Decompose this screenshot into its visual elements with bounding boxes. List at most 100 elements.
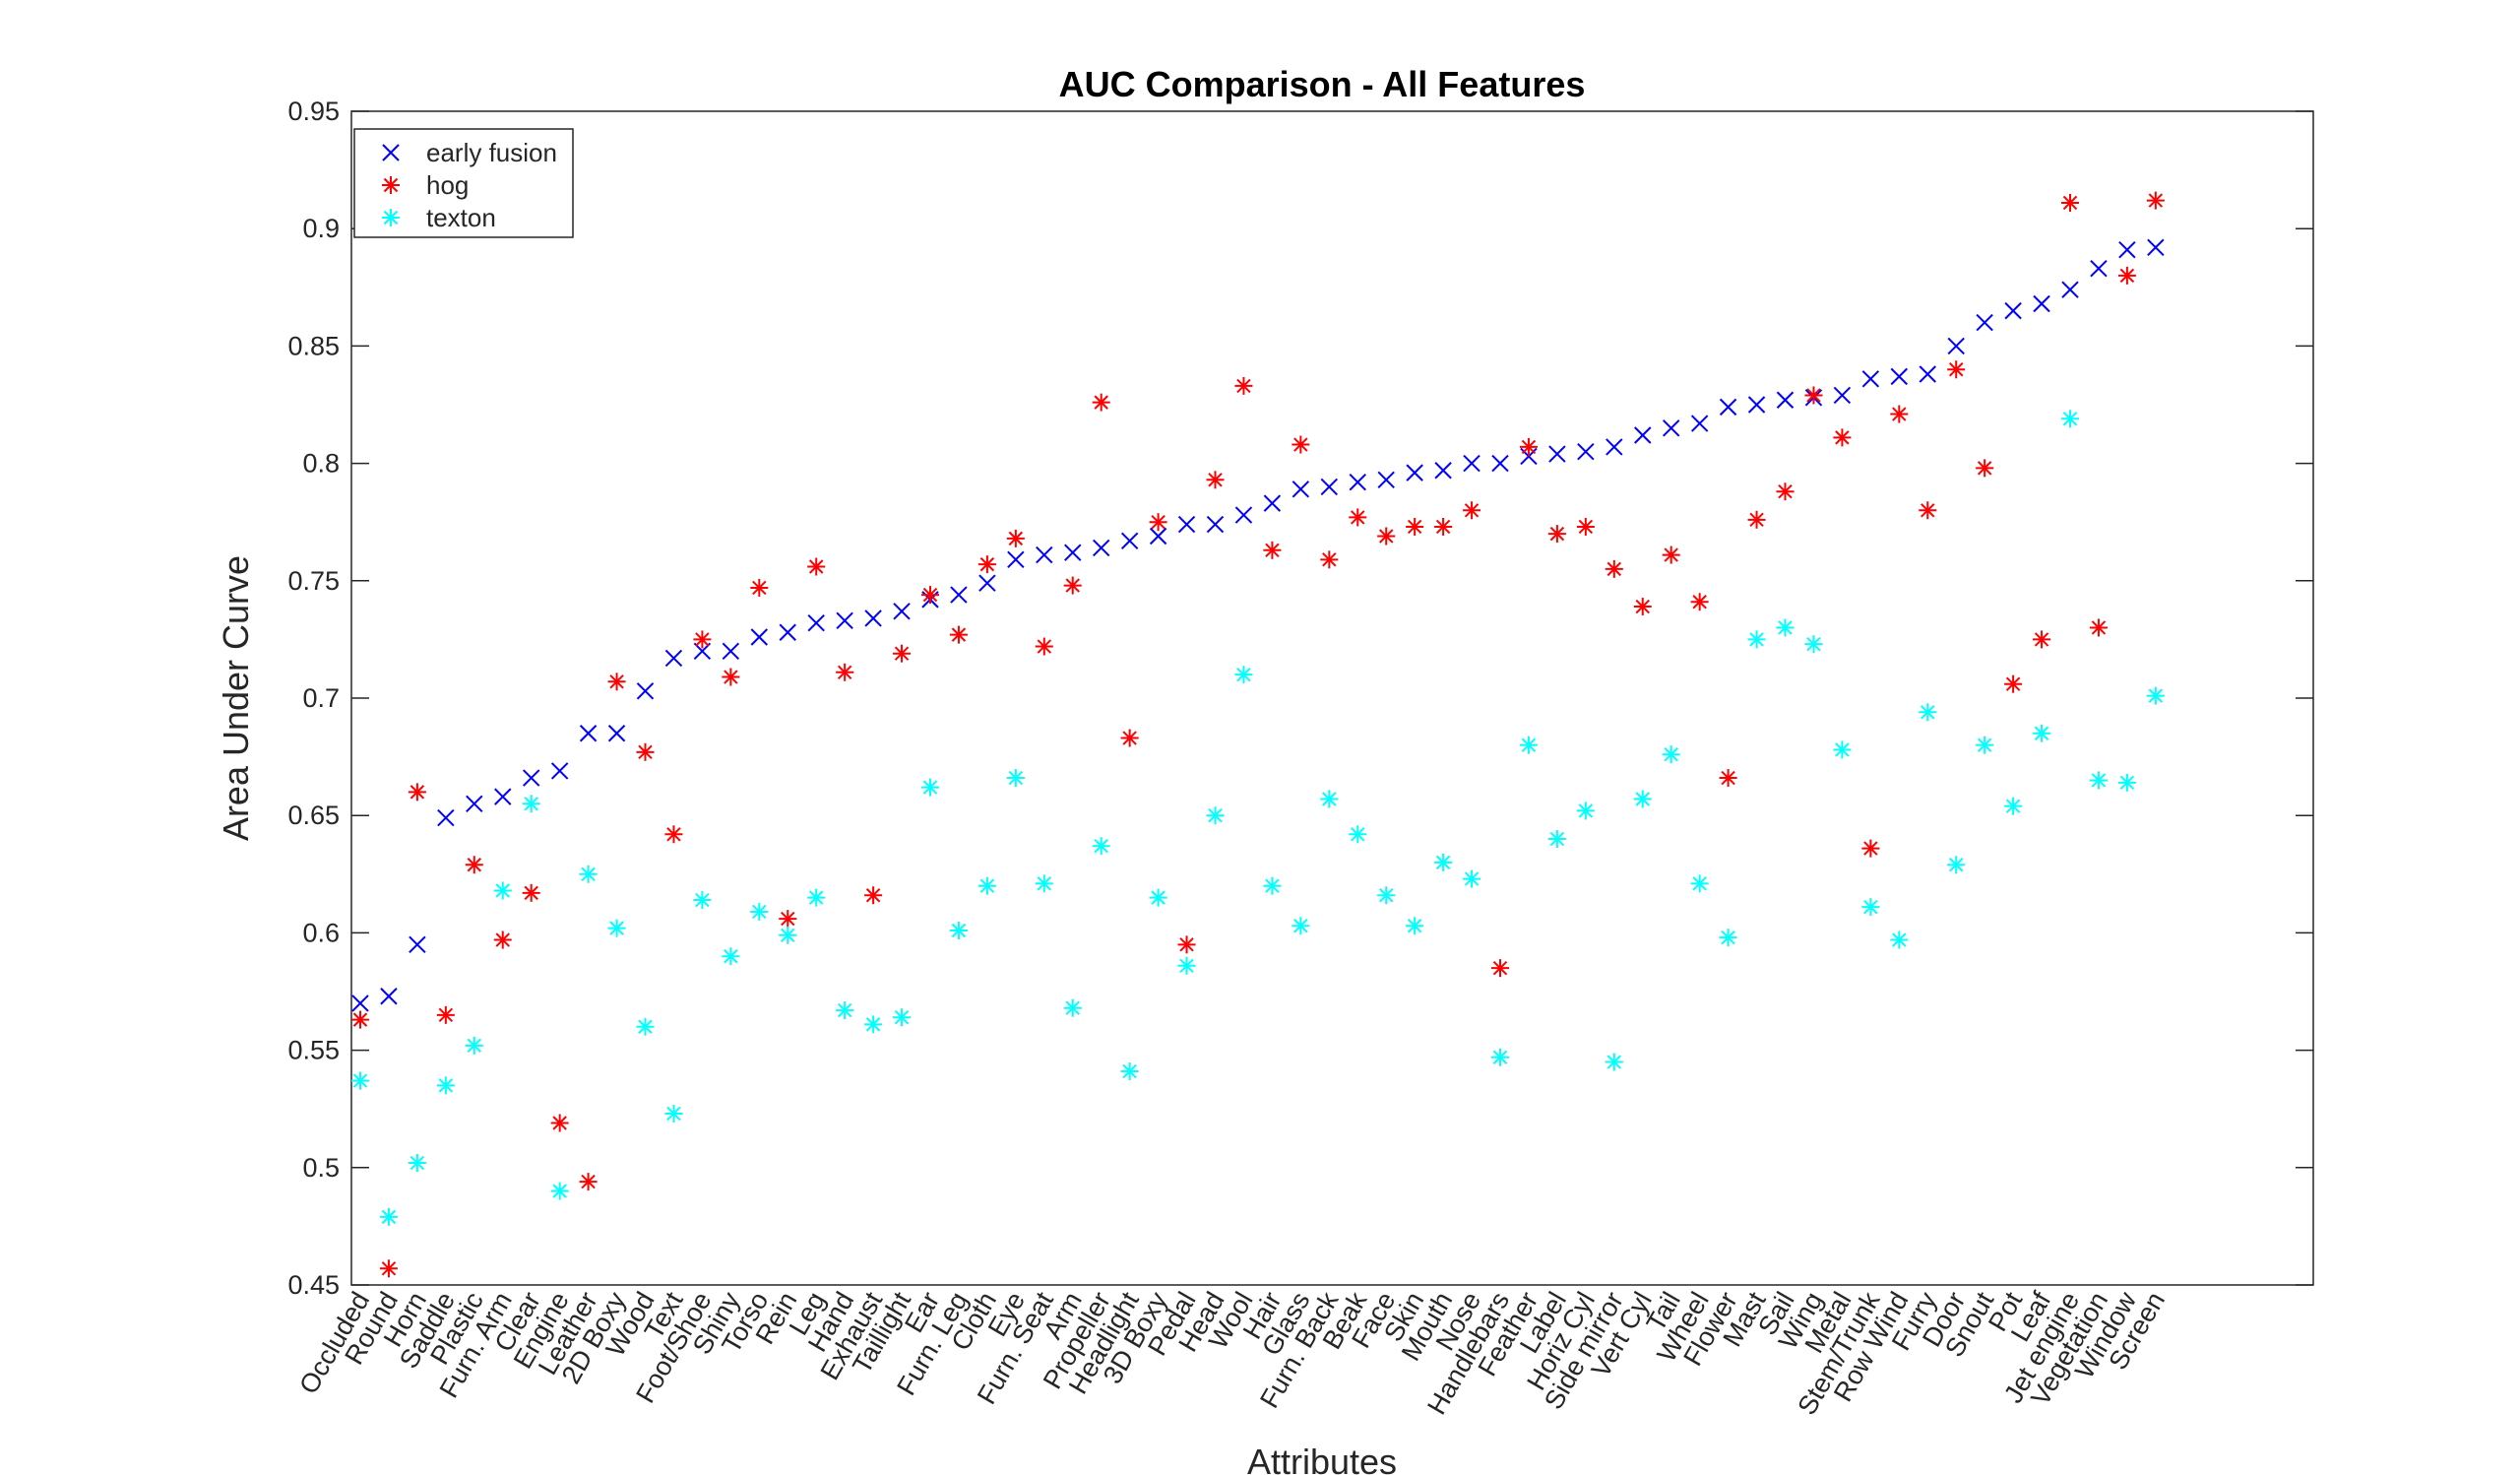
point-early-fusion <box>1606 438 1623 456</box>
plot-area <box>350 110 2314 1286</box>
point-texton <box>1890 930 1909 949</box>
point-early-fusion <box>1690 415 1709 432</box>
point-texton <box>607 919 626 937</box>
point-texton <box>1804 635 1823 654</box>
point-hog <box>921 586 939 605</box>
point-texton <box>977 876 996 895</box>
point-texton <box>1605 1053 1623 1071</box>
point-hog <box>493 930 512 949</box>
point-hog <box>1719 769 1737 788</box>
point-texton <box>1719 929 1737 947</box>
point-early-fusion <box>1890 367 1909 386</box>
point-texton <box>722 947 740 966</box>
legend-entries: early fusion hog texton <box>382 138 557 232</box>
point-texton <box>550 1182 569 1200</box>
point-texton <box>1776 618 1795 637</box>
point-hog <box>2089 618 2108 637</box>
point-early-fusion <box>722 642 740 661</box>
point-texton <box>1576 802 1595 820</box>
point-hog <box>1605 559 1623 578</box>
point-texton <box>1292 917 1310 935</box>
point-early-fusion <box>550 762 569 780</box>
point-texton <box>579 865 598 883</box>
point-texton <box>1092 837 1110 856</box>
point-hog <box>1063 576 1082 595</box>
point-hog <box>836 663 854 681</box>
point-texton <box>807 888 826 907</box>
y-axis-label: Area Under Curve <box>216 555 256 841</box>
point-early-fusion <box>864 609 882 627</box>
point-texton <box>408 1154 426 1173</box>
point-early-fusion <box>1947 337 1965 355</box>
point-early-fusion <box>1292 481 1310 498</box>
point-texton <box>1177 956 1196 975</box>
legend-marker-star <box>382 209 400 226</box>
point-texton <box>949 922 968 940</box>
point-hog <box>379 1259 398 1278</box>
point-texton <box>1234 666 1253 684</box>
point-early-fusion <box>1234 506 1253 524</box>
point-hog <box>1292 435 1310 454</box>
point-hog <box>1747 510 1766 529</box>
point-texton <box>1406 917 1424 935</box>
point-hog <box>579 1173 598 1191</box>
point-texton <box>1976 736 1994 754</box>
point-early-fusion <box>893 603 911 620</box>
legend: early fusion hog texton <box>353 128 574 238</box>
point-early-fusion <box>2004 301 2022 320</box>
point-hog <box>949 625 968 644</box>
point-hog <box>1406 517 1424 536</box>
legend-marker-star <box>382 176 400 194</box>
point-texton <box>1947 856 1966 874</box>
point-early-fusion <box>1577 442 1595 461</box>
point-early-fusion <box>579 725 598 742</box>
point-early-fusion <box>1206 515 1225 534</box>
legend-entry: early fusion <box>382 138 557 167</box>
point-texton <box>1434 853 1453 871</box>
point-texton <box>465 1036 483 1055</box>
point-texton <box>2146 686 2165 705</box>
legend-label: hog <box>426 170 469 200</box>
point-early-fusion <box>1434 462 1452 480</box>
point-early-fusion <box>409 935 426 954</box>
point-hog <box>2117 266 2136 285</box>
point-texton <box>2004 797 2023 815</box>
point-early-fusion <box>1120 532 1139 549</box>
point-texton <box>1919 703 1937 722</box>
point-hog <box>1690 593 1709 611</box>
point-texton <box>1377 886 1396 905</box>
point-early-fusion <box>779 623 796 641</box>
point-early-fusion <box>807 614 825 632</box>
point-early-fusion <box>1406 464 1423 481</box>
point-hog <box>636 742 655 761</box>
point-early-fusion <box>1919 365 1936 383</box>
point-hog <box>1861 839 1880 858</box>
y-tick-label: 0.8 <box>302 449 340 479</box>
point-hog <box>1833 428 1852 447</box>
point-hog <box>664 825 683 844</box>
point-hog <box>1377 527 1396 545</box>
point-texton <box>693 891 712 910</box>
point-early-fusion <box>2033 294 2050 313</box>
point-texton <box>1120 1062 1139 1081</box>
y-tick-label: 0.9 <box>302 214 340 243</box>
point-early-fusion <box>1177 515 1196 534</box>
point-hog <box>522 883 540 902</box>
point-texton <box>493 881 512 900</box>
point-early-fusion <box>750 628 769 646</box>
point-texton <box>1633 790 1652 808</box>
point-texton <box>436 1076 455 1095</box>
point-texton <box>1690 874 1709 893</box>
point-early-fusion <box>1007 550 1025 569</box>
point-hog <box>1919 501 1937 520</box>
legend-entry: texton <box>382 203 496 232</box>
legend-label: texton <box>426 203 496 232</box>
y-tick-label: 0.75 <box>287 566 340 596</box>
y-tick-label: 0.55 <box>287 1036 340 1065</box>
point-early-fusion <box>380 988 398 1005</box>
point-early-fusion <box>1149 527 1167 545</box>
point-early-fusion <box>437 808 455 827</box>
point-early-fusion <box>1463 454 1480 473</box>
point-hog <box>1976 459 1994 478</box>
